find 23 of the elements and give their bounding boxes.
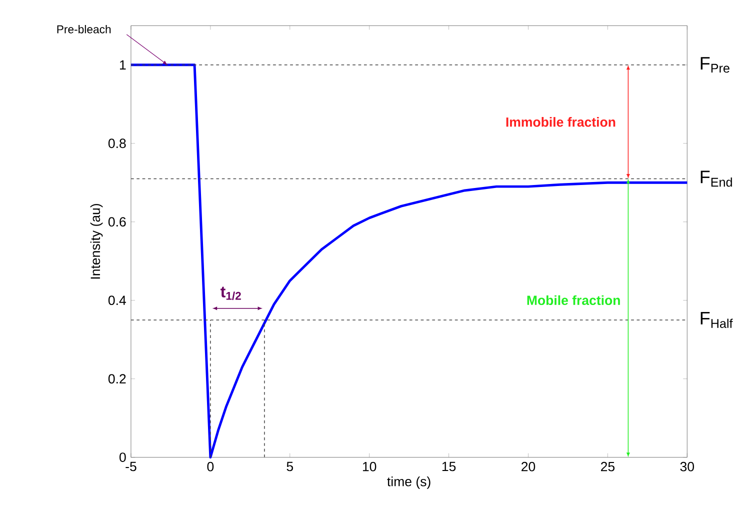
ref-line-label: F$_{Pre}$ [700,57,730,73]
y-tick-label: 0 [120,452,126,462]
y-tick-label: 1 [120,60,126,70]
y-tick-label: 0.4 [108,296,126,306]
annotation: Mobile fraction [527,295,620,306]
x-tick-label: 25 [600,462,615,472]
y-tick-label: 0.2 [108,374,126,384]
x-tick-label: 20 [522,462,536,472]
x-tick-label: 10 [362,462,376,472]
annotation: Immobile fraction [506,117,616,127]
x-tick-label: -5 [126,462,136,472]
x-tick-label: 30 [680,462,694,472]
x-tick-label: 0 [207,462,214,472]
y-tick-label: 0.6 [108,217,126,227]
y-tick-label: 0.8 [108,138,126,148]
ref-line-label: F$_{Half}$ [700,312,733,328]
x-tick-label: 15 [442,462,456,472]
annotation: t$_{1/2}$ [220,286,241,300]
y-axis-title: Intensity (au) [90,204,103,279]
x-axis-title: time (s) [387,476,430,490]
text: Pre-bleach [57,25,111,34]
ref-line-label: F$_{End}$ [700,170,732,187]
x-tick-label: 5 [286,462,294,472]
